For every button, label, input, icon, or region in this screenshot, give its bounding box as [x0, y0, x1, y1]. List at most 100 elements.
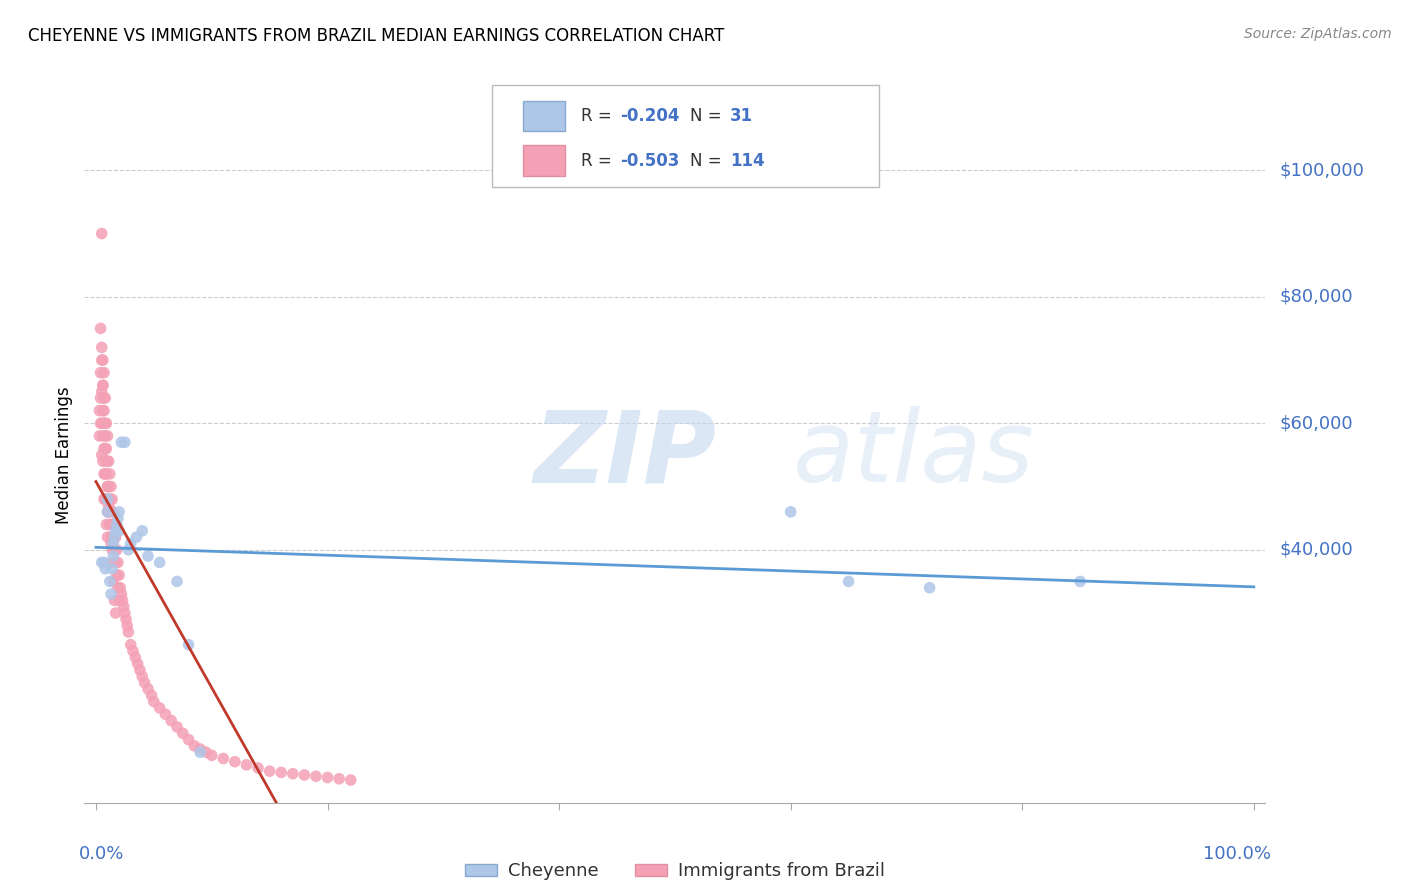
- Point: [90, 366, 112, 380]
- Point: [114, 435, 136, 450]
- Point: [98, 517, 121, 532]
- Point: [96, 479, 118, 493]
- Point: [93, 403, 115, 417]
- Point: [96, 454, 118, 468]
- Point: [212, 751, 235, 765]
- Point: [111, 593, 134, 607]
- Point: [103, 549, 125, 563]
- Point: [90, 384, 112, 399]
- Point: [91, 429, 114, 443]
- Point: [188, 742, 211, 756]
- Point: [103, 542, 125, 557]
- Text: atlas: atlas: [793, 407, 1035, 503]
- Point: [101, 562, 124, 576]
- Point: [124, 650, 146, 665]
- Point: [103, 505, 125, 519]
- Point: [177, 732, 200, 747]
- Text: R =: R =: [581, 107, 617, 125]
- Text: Source: ZipAtlas.com: Source: ZipAtlas.com: [1244, 27, 1392, 41]
- Point: [96, 492, 118, 507]
- Text: 100.0%: 100.0%: [1204, 845, 1271, 863]
- Point: [98, 492, 121, 507]
- Point: [97, 454, 120, 468]
- Point: [89, 403, 111, 417]
- Text: -0.503: -0.503: [620, 152, 679, 169]
- Point: [107, 581, 129, 595]
- Point: [125, 530, 148, 544]
- Point: [108, 524, 131, 538]
- Point: [101, 556, 124, 570]
- Point: [90, 227, 112, 241]
- Point: [93, 366, 115, 380]
- Point: [141, 688, 163, 702]
- Point: [120, 536, 142, 550]
- Point: [270, 765, 292, 780]
- Point: [305, 769, 328, 783]
- Point: [93, 417, 115, 431]
- Point: [177, 638, 200, 652]
- Point: [136, 681, 159, 696]
- Point: [96, 442, 118, 456]
- Point: [235, 757, 257, 772]
- Point: [101, 517, 124, 532]
- Legend: Cheyenne, Immigrants from Brazil: Cheyenne, Immigrants from Brazil: [457, 855, 893, 888]
- Point: [316, 771, 339, 785]
- Point: [110, 587, 132, 601]
- Point: [90, 340, 112, 354]
- Point: [166, 720, 188, 734]
- Point: [114, 606, 136, 620]
- Point: [105, 542, 128, 557]
- Text: N =: N =: [690, 107, 727, 125]
- Point: [107, 556, 129, 570]
- Point: [110, 435, 132, 450]
- Point: [93, 467, 115, 481]
- Point: [108, 568, 131, 582]
- Point: [96, 467, 118, 481]
- Point: [93, 556, 115, 570]
- Point: [117, 625, 139, 640]
- Point: [101, 542, 124, 557]
- Point: [89, 429, 111, 443]
- Text: CHEYENNE VS IMMIGRANTS FROM BRAZIL MEDIAN EARNINGS CORRELATION CHART: CHEYENNE VS IMMIGRANTS FROM BRAZIL MEDIA…: [28, 27, 724, 45]
- Point: [1069, 574, 1091, 589]
- Point: [194, 745, 217, 759]
- Text: -0.204: -0.204: [620, 107, 679, 125]
- Point: [127, 657, 149, 671]
- Point: [96, 454, 118, 468]
- Point: [103, 593, 125, 607]
- Text: $40,000: $40,000: [1279, 541, 1353, 558]
- Point: [91, 353, 114, 368]
- Point: [201, 748, 224, 763]
- Point: [155, 707, 177, 722]
- Point: [96, 429, 118, 443]
- Point: [98, 467, 121, 481]
- Point: [131, 524, 153, 538]
- Text: R =: R =: [581, 152, 617, 169]
- Point: [96, 492, 118, 507]
- Point: [96, 530, 118, 544]
- Y-axis label: Median Earnings: Median Earnings: [55, 386, 73, 524]
- Point: [134, 675, 156, 690]
- Point: [90, 448, 112, 462]
- Point: [247, 761, 270, 775]
- Point: [918, 581, 941, 595]
- Point: [96, 517, 118, 532]
- Point: [149, 701, 172, 715]
- Point: [103, 574, 125, 589]
- Point: [339, 772, 361, 787]
- Text: 0.0%: 0.0%: [79, 845, 124, 863]
- Point: [104, 606, 127, 620]
- Point: [281, 766, 304, 780]
- Point: [90, 321, 112, 335]
- Text: $80,000: $80,000: [1279, 288, 1353, 306]
- Point: [94, 442, 117, 456]
- Point: [117, 542, 139, 557]
- Point: [129, 663, 152, 677]
- Point: [91, 403, 114, 417]
- Point: [96, 417, 118, 431]
- Point: [166, 574, 188, 589]
- Text: 114: 114: [730, 152, 765, 169]
- Point: [105, 517, 128, 532]
- Point: [838, 574, 860, 589]
- Point: [104, 530, 127, 544]
